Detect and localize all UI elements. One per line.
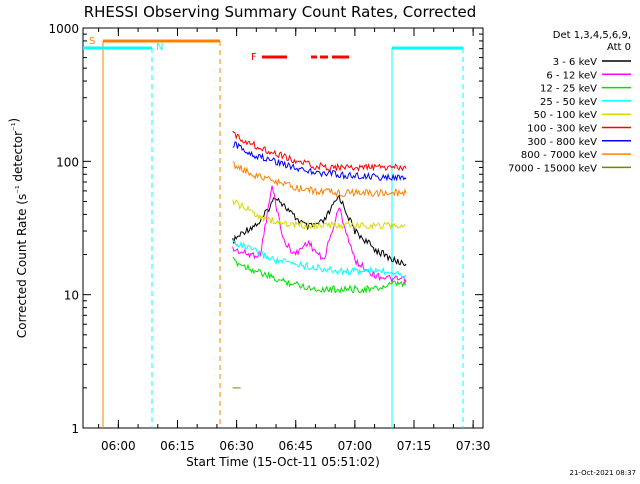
flag-label-n: N [156,42,163,53]
y-axis-label: Corrected Count Rate (s⁻¹ detector⁻¹) [7,118,29,338]
series-line-5 [232,130,407,172]
x-tick-label: 07:00 [338,439,373,453]
y-tick-label: 10 [64,289,79,303]
x-tick-label: 07:30 [456,439,491,453]
series-line-6 [232,141,407,182]
legend-entry-label: 3 - 6 keV [553,57,597,68]
series-line-3 [232,239,407,278]
y-axis-label-part: ) [7,118,21,123]
y-axis-label-part: ⁻¹ [15,185,25,194]
x-axis: 06:00 06:15 06:30 06:45 07:00 07:15 07:30 [98,28,491,453]
x-tick-label: 07:15 [397,439,432,453]
y-axis-label-part: detector [11,131,25,186]
series-layer [232,130,407,389]
x-tick-label: 06:00 [101,439,136,453]
legend-entry-label: 6 - 12 keV [546,70,597,81]
chart-title: RHESSI Observing Summary Count Rates, Co… [84,3,477,21]
series-line-2 [232,256,407,294]
legend-entry-label: 25 - 50 keV [540,97,597,108]
y-axis-label-part: Corrected Count Rate (s [15,194,29,338]
legend: Det 1,3,4,5,6,9,Att 0 3 - 6 keV 6 - 12 keV… [508,30,631,174]
flag-label-f: F [251,52,257,63]
x-tick-label: 06:45 [278,439,313,453]
flag-label-s: S [89,36,95,47]
plot-frame [82,27,484,429]
series-line-7 [232,161,407,198]
y-tick-label: 100 [56,155,79,169]
legend-entry-label: 50 - 100 keV [534,110,598,121]
y-axis: 1 10 100 1000 [48,22,483,436]
legend-entry-label: 100 - 300 keV [527,124,597,135]
legend-entry-label: 800 - 7000 keV [521,150,597,161]
legend-header: Det 1,3,4,5,6,9, [553,30,631,41]
series-line-1 [232,185,407,285]
y-tick-label: 1000 [48,22,79,36]
y-axis-label-part: ⁻¹ [11,122,21,131]
x-tick-label: 06:30 [219,439,254,453]
series-line-4 [232,199,407,231]
y-tick-label: 1 [71,422,79,436]
legend-entry-label: 12 - 25 keV [540,84,597,95]
x-tick-label: 06:15 [160,439,195,453]
legend-entry-label: 7000 - 15000 keV [508,163,597,174]
legend-entry-label: 300 - 800 keV [527,137,597,148]
observing-flags: S N F [83,36,464,428]
x-axis-label: Start Time (15-Oct-11 05:51:02) [186,455,380,469]
footer-date: 21-Oct-2021 08:37 [570,469,636,477]
legend-header: Att 0 [607,42,631,53]
